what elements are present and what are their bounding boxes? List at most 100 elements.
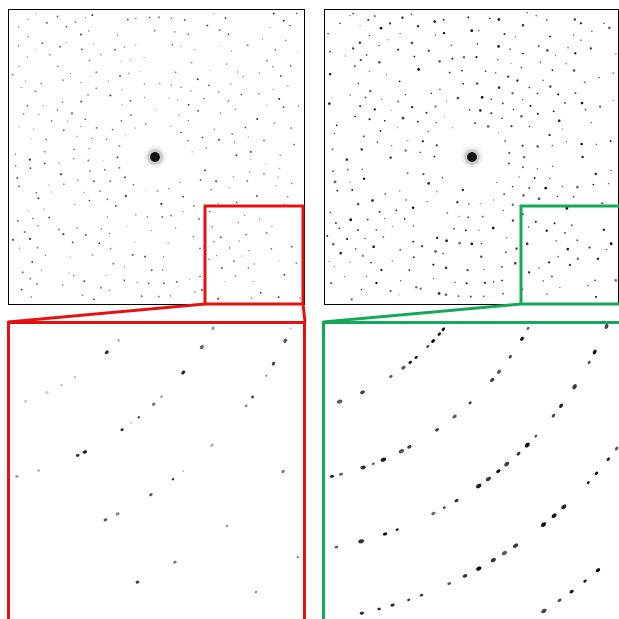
diffraction-spot [431,339,435,343]
diffraction-spot [462,56,466,59]
diffraction-spot [248,249,250,252]
diffraction-spot [360,288,363,291]
diffraction-spot [555,240,557,242]
diffraction-spot [22,113,25,115]
diffraction-spot [176,99,179,101]
diffraction-spot [416,120,419,123]
diffraction-spot [397,48,400,51]
diffraction-spot [131,253,134,256]
diffraction-spot [136,281,138,284]
diffraction-spot [380,268,383,272]
diffraction-spot [213,13,215,15]
diffraction-spot [215,180,218,183]
diffraction-pattern-left [11,12,301,301]
diffraction-spot [124,176,126,179]
diffraction-spot [500,265,504,268]
diffraction-spot [534,434,538,438]
diffraction-spot [17,45,20,47]
diffraction-spot [192,235,195,238]
diffraction-spot [279,154,281,157]
diffraction-spot [27,18,29,21]
diffraction-spot [211,226,213,228]
diffraction-spot [497,45,500,48]
diffraction-spot [353,65,356,68]
diffraction-spot [557,119,561,123]
diffraction-spot [65,25,68,28]
diffraction-spot [132,183,135,186]
diffraction-spot [90,138,92,140]
diffraction-spot [235,275,237,277]
diffraction-spot [490,112,493,115]
diffraction-spot [153,29,156,32]
diffraction-spot [354,115,356,118]
diffraction-panel-right [324,9,619,305]
diffraction-spot [338,227,341,230]
diffraction-spot [452,127,454,129]
diffraction-spot [451,57,454,60]
diffraction-spot [145,189,147,191]
diffraction-spot [57,65,59,67]
diffraction-spot [481,215,484,218]
diffraction-spot [29,167,32,170]
diffraction-spot [328,72,332,76]
diffraction-spot [118,166,121,169]
diffraction-spot [442,506,446,509]
diffraction-spot [278,167,281,170]
diffraction-spot [502,292,504,295]
diffraction-spot [544,186,547,190]
diffraction-spot [105,274,107,277]
diffraction-spot [516,79,519,82]
diffraction-spot [244,214,246,217]
diffraction-spot [476,566,482,571]
diffraction-spot [117,339,120,342]
diffraction-spot [412,225,415,227]
diffraction-spot [278,97,281,100]
diffraction-spot [601,202,603,204]
diffraction-spot [44,254,47,257]
diffraction-spot [501,102,504,105]
diffraction-spot [16,177,19,180]
diffraction-spot [474,122,476,124]
diffraction-spot [95,71,98,74]
diffraction-spot [116,34,119,37]
diffraction-spot [121,89,123,91]
diffraction-spot [420,245,424,248]
diffraction-spot [404,149,407,152]
diffraction-spot [564,232,566,234]
diffraction-spot [134,127,136,129]
diffraction-spot [351,188,354,191]
diffraction-spot [18,65,20,67]
diffraction-spot [56,15,59,18]
diffraction-spot [255,194,258,197]
diffraction-spot [290,127,293,130]
diffraction-spot [570,224,573,227]
diffraction-spot [450,44,453,47]
diffraction-spot [120,61,122,63]
diffraction-spot [92,42,95,45]
diffraction-spot [210,188,213,191]
diffraction-spot [504,140,506,142]
diffraction-spot [80,125,82,128]
diffraction-spot [182,195,184,198]
diffraction-spot [529,104,532,107]
diffraction-spot [572,195,575,198]
diffraction-spot [550,204,553,207]
diffraction-spot [434,34,437,36]
diffraction-spot [46,21,48,24]
diffraction-spot [359,59,362,62]
diffraction-spot [557,93,560,96]
diffraction-spot [528,86,531,89]
diffraction-spot [193,290,196,293]
diffraction-spot [217,202,219,205]
diffraction-spot [144,123,147,125]
diffraction-spot [448,71,451,74]
diffraction-spot [557,598,562,603]
diffraction-spot [511,185,514,188]
diffraction-spot [508,354,512,359]
diffraction-spot [123,46,126,49]
diffraction-spot [264,163,266,165]
diffraction-spot [576,239,578,242]
diffraction-spot [161,215,164,219]
diffraction-spot [42,105,45,107]
diffraction-spot [326,234,329,237]
